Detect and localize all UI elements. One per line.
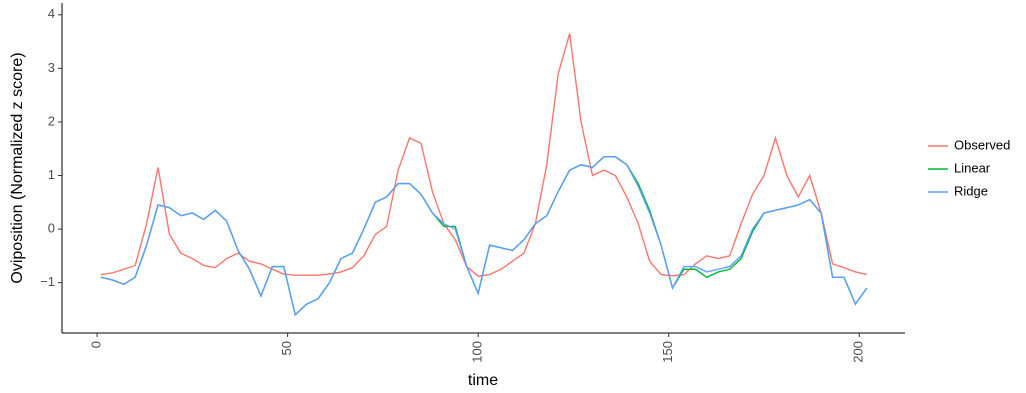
series-line bbox=[100, 156, 868, 317]
legend-label: Observed bbox=[954, 137, 1010, 152]
x-axis-title: time bbox=[468, 372, 498, 389]
y-tick-label: 0 bbox=[48, 221, 55, 236]
y-tick-label: 1 bbox=[48, 167, 55, 182]
y-tick-label: 2 bbox=[48, 113, 55, 128]
series-line bbox=[100, 156, 868, 317]
legend-label: Linear bbox=[954, 160, 991, 175]
y-tick-label: 4 bbox=[48, 6, 55, 21]
series-line bbox=[100, 33, 868, 277]
x-tick-label: 0 bbox=[88, 341, 103, 348]
legend-label: Ridge bbox=[954, 183, 988, 198]
x-tick-label: 50 bbox=[279, 341, 294, 355]
x-tick-label: 150 bbox=[660, 341, 675, 363]
y-tick-label: −1 bbox=[40, 274, 55, 289]
x-tick-label: 200 bbox=[851, 341, 866, 363]
y-tick-label: 3 bbox=[48, 60, 55, 75]
x-tick-label: 100 bbox=[470, 341, 485, 363]
y-axis-title: Oviposition (Normalized z score) bbox=[9, 52, 26, 283]
